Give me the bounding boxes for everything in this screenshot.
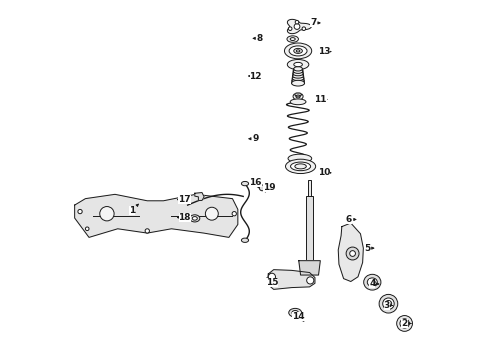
- Ellipse shape: [368, 278, 377, 287]
- Text: 5: 5: [364, 244, 374, 253]
- Circle shape: [269, 273, 275, 280]
- Text: 19: 19: [263, 183, 275, 192]
- Text: 18: 18: [178, 213, 191, 222]
- Circle shape: [346, 247, 359, 260]
- Polygon shape: [195, 193, 204, 201]
- Circle shape: [205, 207, 218, 220]
- Polygon shape: [287, 19, 311, 34]
- Text: 3: 3: [384, 301, 392, 310]
- Circle shape: [259, 185, 265, 191]
- Ellipse shape: [242, 181, 248, 186]
- Bar: [306, 196, 314, 261]
- Ellipse shape: [296, 95, 300, 98]
- Ellipse shape: [285, 43, 312, 59]
- Circle shape: [307, 277, 314, 284]
- Text: 8: 8: [253, 34, 263, 43]
- Ellipse shape: [295, 164, 306, 169]
- Text: 17: 17: [178, 195, 191, 204]
- Circle shape: [145, 229, 149, 233]
- Text: 2: 2: [401, 319, 411, 328]
- Text: 6: 6: [346, 215, 356, 224]
- Ellipse shape: [290, 38, 295, 41]
- Text: 15: 15: [266, 278, 278, 287]
- Ellipse shape: [291, 162, 311, 171]
- Text: 4: 4: [369, 279, 379, 288]
- Circle shape: [383, 298, 394, 310]
- Circle shape: [289, 27, 292, 31]
- Ellipse shape: [292, 311, 298, 315]
- Polygon shape: [294, 93, 302, 96]
- Ellipse shape: [294, 48, 302, 53]
- Circle shape: [387, 302, 390, 305]
- Circle shape: [302, 27, 306, 31]
- Circle shape: [385, 301, 392, 307]
- Polygon shape: [267, 270, 315, 289]
- Text: 14: 14: [293, 312, 305, 321]
- Ellipse shape: [293, 72, 303, 76]
- Ellipse shape: [287, 59, 309, 69]
- Ellipse shape: [293, 76, 304, 81]
- Text: 11: 11: [314, 95, 327, 104]
- Ellipse shape: [293, 74, 303, 78]
- Circle shape: [78, 210, 82, 214]
- Circle shape: [100, 207, 114, 221]
- Circle shape: [232, 212, 236, 216]
- Text: 9: 9: [249, 134, 259, 143]
- Ellipse shape: [296, 50, 300, 52]
- Circle shape: [379, 294, 398, 313]
- Circle shape: [400, 319, 409, 328]
- Circle shape: [397, 316, 413, 331]
- Circle shape: [295, 21, 299, 24]
- Circle shape: [350, 251, 355, 256]
- Ellipse shape: [288, 154, 312, 163]
- Text: 16: 16: [249, 178, 262, 188]
- Ellipse shape: [286, 159, 316, 174]
- Ellipse shape: [292, 81, 304, 85]
- Ellipse shape: [364, 274, 381, 290]
- Ellipse shape: [289, 309, 302, 317]
- Ellipse shape: [287, 36, 298, 42]
- Ellipse shape: [192, 217, 197, 220]
- Text: 13: 13: [318, 47, 331, 56]
- Polygon shape: [299, 261, 320, 275]
- Circle shape: [402, 321, 407, 326]
- Ellipse shape: [290, 99, 306, 105]
- Ellipse shape: [292, 80, 304, 86]
- Text: 10: 10: [318, 168, 331, 177]
- Ellipse shape: [292, 78, 304, 83]
- Polygon shape: [74, 194, 238, 237]
- Text: 7: 7: [310, 18, 320, 27]
- Bar: [308, 180, 311, 205]
- Text: 1: 1: [129, 204, 138, 215]
- Ellipse shape: [289, 46, 307, 56]
- Circle shape: [294, 24, 300, 30]
- Ellipse shape: [294, 62, 302, 67]
- Polygon shape: [338, 223, 364, 282]
- Ellipse shape: [190, 215, 200, 222]
- Ellipse shape: [294, 69, 303, 73]
- Ellipse shape: [369, 280, 375, 285]
- Ellipse shape: [293, 93, 303, 100]
- Circle shape: [85, 227, 89, 230]
- Ellipse shape: [294, 67, 302, 71]
- Text: 12: 12: [249, 72, 262, 81]
- Ellipse shape: [242, 238, 248, 242]
